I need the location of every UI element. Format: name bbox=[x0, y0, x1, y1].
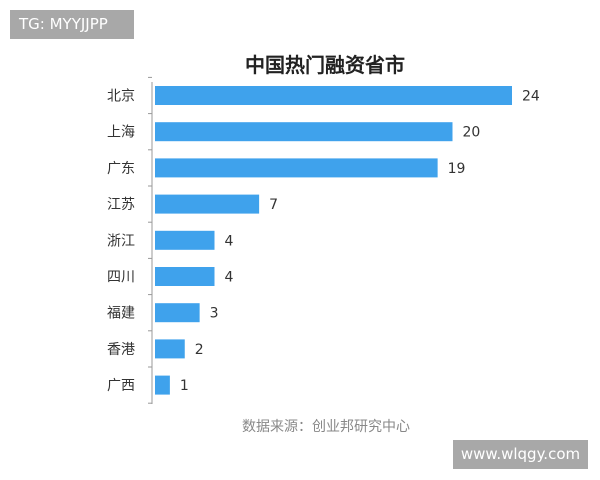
value-label: 19 bbox=[448, 161, 466, 177]
category-label: 福建 bbox=[107, 306, 135, 322]
category-label: 广西 bbox=[107, 378, 135, 394]
category-label: 广东 bbox=[107, 161, 135, 177]
value-label: 4 bbox=[225, 233, 234, 249]
value-label: 3 bbox=[210, 306, 219, 322]
y-axis-ticks bbox=[148, 76, 152, 404]
category-label: 四川 bbox=[107, 270, 135, 286]
bar bbox=[155, 375, 170, 395]
category-label: 浙江 bbox=[107, 233, 135, 249]
bar bbox=[155, 267, 215, 286]
value-label: 20 bbox=[463, 125, 481, 141]
value-label: 4 bbox=[225, 270, 234, 286]
tg-tag-badge: TG: MYYJJPP bbox=[10, 10, 134, 39]
value-label: 24 bbox=[522, 89, 540, 105]
website-watermark: www.wlqgy.com bbox=[453, 440, 588, 469]
value-label: 2 bbox=[195, 342, 204, 358]
source-note: 数据来源：创业邦研究中心 bbox=[242, 419, 410, 435]
bar bbox=[155, 194, 260, 214]
category-label: 上海 bbox=[107, 125, 135, 141]
bar bbox=[155, 158, 438, 178]
bar bbox=[155, 122, 453, 142]
bar bbox=[155, 303, 200, 323]
bars-group: 北京 24 上海 20 广东 19 江苏 7 浙江 4 四川 4 福建 3 香港 2 广西 1 bbox=[107, 86, 540, 395]
bar bbox=[155, 339, 185, 359]
category-label: 江苏 bbox=[107, 197, 135, 213]
value-label: 1 bbox=[180, 378, 189, 394]
category-label: 香港 bbox=[107, 342, 135, 358]
bar bbox=[155, 86, 512, 105]
chart-title: 中国热门融资省市 bbox=[245, 53, 405, 77]
category-label: 北京 bbox=[107, 89, 135, 105]
value-label: 7 bbox=[269, 197, 278, 213]
bar bbox=[155, 230, 215, 250]
